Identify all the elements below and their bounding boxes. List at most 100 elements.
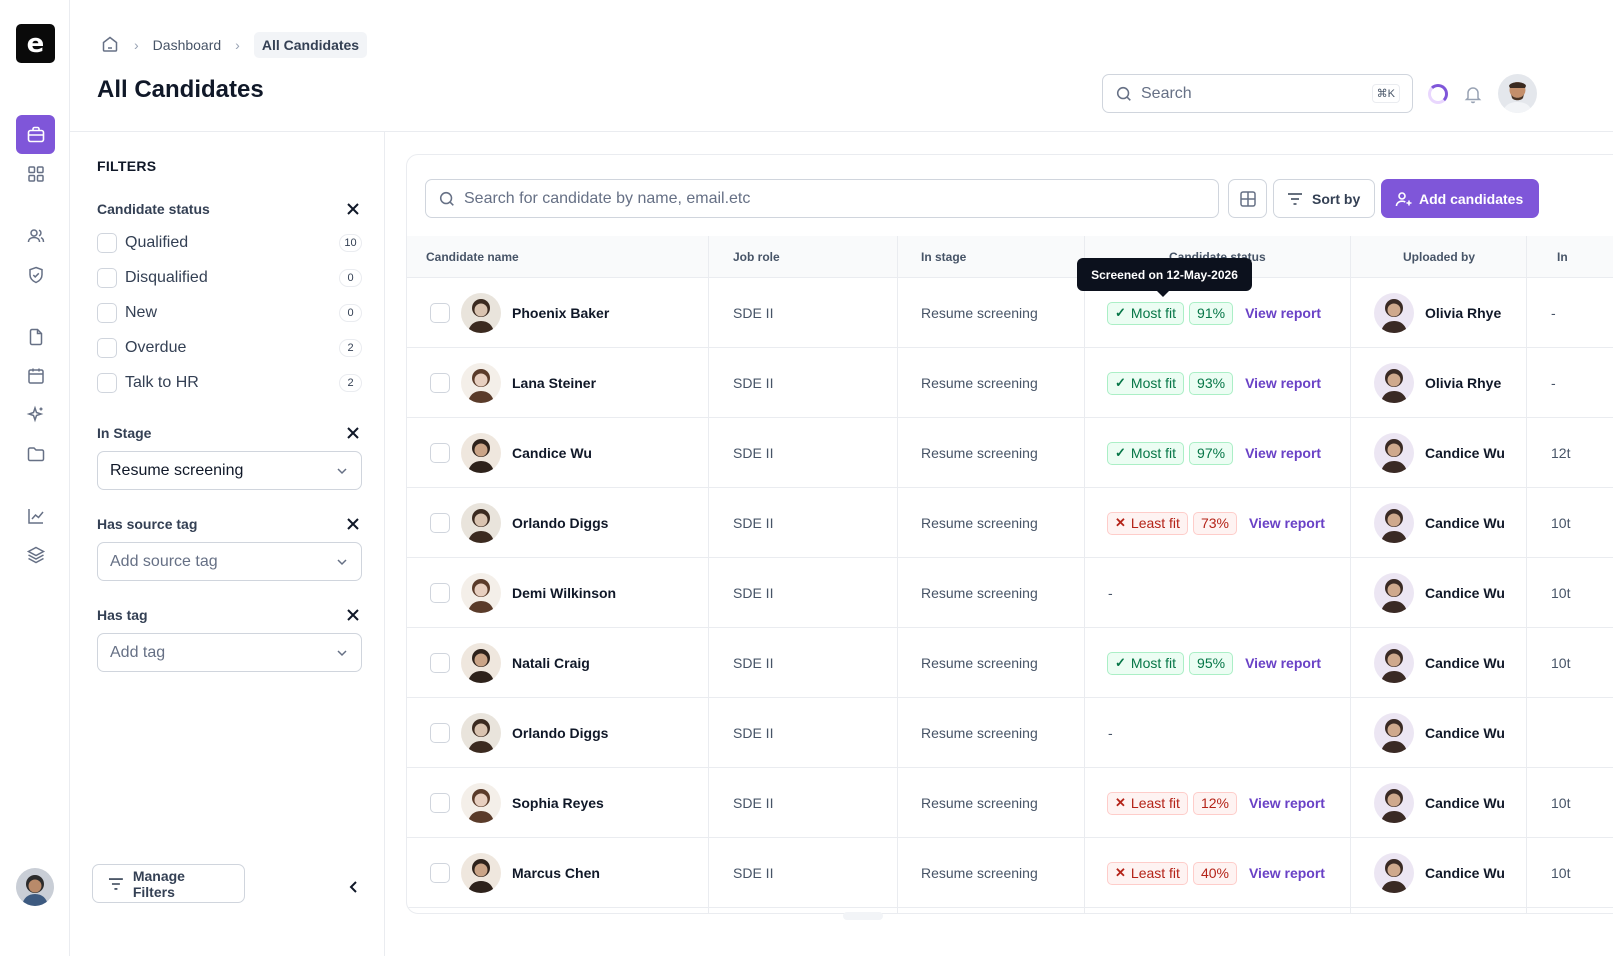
table-row[interactable]: Lana Steiner SDE II Resume screening ✓ Most …: [407, 348, 1613, 418]
table-row[interactable]: Phoenix Baker SDE II Resume screening ✓ Most…: [407, 278, 1613, 348]
row-checkbox[interactable]: [430, 653, 450, 673]
in-stage: Resume screening: [921, 795, 1038, 811]
table-row[interactable]: Demi Wilkinson SDE II Resume screening - Can…: [407, 558, 1613, 628]
candidate-name[interactable]: Candice Wu: [512, 445, 592, 461]
candidate-name[interactable]: Marcus Chen: [512, 865, 600, 881]
nav-candidates[interactable]: [16, 216, 55, 255]
horizontal-scrollbar[interactable]: [843, 912, 883, 920]
column-header-extra[interactable]: In: [1557, 250, 1568, 264]
uploader-avatar: [1374, 643, 1414, 683]
view-report-link[interactable]: View report: [1245, 375, 1322, 391]
column-header-job-role[interactable]: Job role: [733, 250, 780, 264]
candidate-name[interactable]: Orlando Diggs: [512, 725, 609, 741]
row-checkbox[interactable]: [430, 863, 450, 883]
profile-avatar[interactable]: [1498, 74, 1537, 113]
checkbox[interactable]: [97, 233, 117, 253]
candidate-avatar: [461, 783, 501, 823]
checkbox[interactable]: [97, 373, 117, 393]
breadcrumb-current[interactable]: All Candidates: [253, 32, 368, 58]
filter-option-disqualified[interactable]: Disqualified 0: [97, 267, 362, 289]
extra-column-value: 12t: [1551, 445, 1571, 461]
home-icon[interactable]: [100, 34, 120, 57]
row-checkbox[interactable]: [430, 793, 450, 813]
row-checkbox[interactable]: [430, 373, 450, 393]
user-avatar[interactable]: [16, 868, 54, 906]
row-checkbox[interactable]: [430, 513, 450, 533]
column-header-candidate-name[interactable]: Candidate name: [426, 250, 519, 264]
row-checkbox[interactable]: [430, 303, 450, 323]
candidate-name[interactable]: Demi Wilkinson: [512, 585, 617, 601]
view-report-link[interactable]: View report: [1248, 865, 1325, 881]
close-icon[interactable]: [346, 517, 360, 531]
nav-ai[interactable]: [16, 395, 55, 434]
view-report-link[interactable]: View report: [1245, 655, 1322, 671]
global-search-input[interactable]: [1141, 84, 1361, 103]
chart-line-icon: [27, 508, 44, 524]
nav-dashboard[interactable]: [16, 154, 55, 193]
view-report-link[interactable]: View report: [1248, 795, 1325, 811]
sort-by-button[interactable]: Sort by: [1273, 179, 1375, 218]
candidate-name[interactable]: Sophia Reyes: [512, 795, 604, 811]
notifications-bell-icon[interactable]: [1463, 84, 1483, 109]
nav-jobs[interactable]: [16, 115, 55, 154]
select-placeholder: Add source tag: [110, 552, 218, 570]
table-row[interactable]: Orlando Diggs SDE II Resume screening - Cand…: [407, 698, 1613, 768]
columns-view-button[interactable]: [1228, 179, 1267, 218]
add-candidates-button[interactable]: Add candidates: [1381, 179, 1539, 218]
in-stage-select[interactable]: Resume screening: [97, 451, 362, 490]
tag-select[interactable]: Add tag: [97, 633, 362, 672]
row-checkbox[interactable]: [430, 443, 450, 463]
status-empty: -: [1108, 585, 1113, 601]
uploaded-by-name: Olivia Rhye: [1425, 375, 1502, 391]
manage-filters-button[interactable]: Manage Filters: [92, 864, 245, 903]
filter-option-talk-to-hr[interactable]: Talk to HR 2: [97, 372, 362, 394]
uploaded-by-name: Candice Wu: [1425, 795, 1505, 811]
uploaded-by-name: Candice Wu: [1425, 655, 1505, 671]
checkbox[interactable]: [97, 303, 117, 323]
view-report-link[interactable]: View report: [1245, 305, 1322, 321]
table-row[interactable]: Sophia Reyes SDE II Resume screening ✕ Least…: [407, 768, 1613, 838]
filter-candidate-status-title: Candidate status: [97, 201, 210, 217]
filter-option-overdue[interactable]: Overdue 2: [97, 337, 362, 359]
filter-option-new[interactable]: New 0: [97, 302, 362, 324]
candidate-name[interactable]: Orlando Diggs: [512, 515, 609, 531]
table-row[interactable]: Natali Craig SDE II Resume screening ✓ Most …: [407, 628, 1613, 698]
nav-integrations[interactable]: [16, 535, 55, 574]
nav-calendar[interactable]: [16, 356, 55, 395]
nav-documents[interactable]: [16, 317, 55, 356]
checkbox[interactable]: [97, 268, 117, 288]
table-row[interactable]: Orlando Diggs SDE II Resume screening ✕ Leas…: [407, 488, 1613, 558]
nav-analytics[interactable]: [16, 496, 55, 535]
close-icon[interactable]: [346, 202, 360, 216]
nav-folders[interactable]: [16, 434, 55, 473]
source-tag-select[interactable]: Add source tag: [97, 542, 362, 581]
collapse-chevron-left-icon[interactable]: [348, 880, 360, 894]
app-logo[interactable]: e: [16, 24, 55, 63]
extra-column-value: 10t: [1551, 795, 1571, 811]
close-icon[interactable]: [346, 426, 360, 440]
close-icon[interactable]: [346, 608, 360, 622]
table-row[interactable]: Candice Wu SDE II Resume screening ✓ Most fi…: [407, 418, 1613, 488]
breadcrumb-dashboard[interactable]: Dashboard: [152, 37, 222, 53]
candidate-name[interactable]: Natali Craig: [512, 655, 590, 671]
view-report-link[interactable]: View report: [1245, 445, 1322, 461]
candidate-search-input[interactable]: [464, 189, 1164, 208]
filter-option-qualified[interactable]: Qualified 10: [97, 232, 362, 254]
global-search[interactable]: ⌘K: [1102, 74, 1413, 113]
nav-verification[interactable]: [16, 255, 55, 294]
column-header-uploaded-by[interactable]: Uploaded by: [1403, 250, 1476, 264]
chevron-down-icon: [337, 649, 347, 656]
in-stage: Resume screening: [921, 865, 1038, 881]
fit-score-badge: 73%: [1192, 511, 1237, 535]
checkbox[interactable]: [97, 338, 117, 358]
in-stage: Resume screening: [921, 305, 1038, 321]
column-header-in-stage[interactable]: In stage: [921, 250, 967, 264]
candidate-name[interactable]: Lana Steiner: [512, 375, 597, 391]
candidate-name[interactable]: Phoenix Baker: [512, 305, 610, 321]
view-report-link[interactable]: View report: [1248, 515, 1325, 531]
table-row[interactable]: Marcus Chen SDE II Resume screening ✕ Least …: [407, 838, 1613, 908]
row-checkbox[interactable]: [430, 583, 450, 603]
column-divider: [897, 236, 898, 913]
candidate-search[interactable]: [425, 179, 1219, 218]
row-checkbox[interactable]: [430, 723, 450, 743]
